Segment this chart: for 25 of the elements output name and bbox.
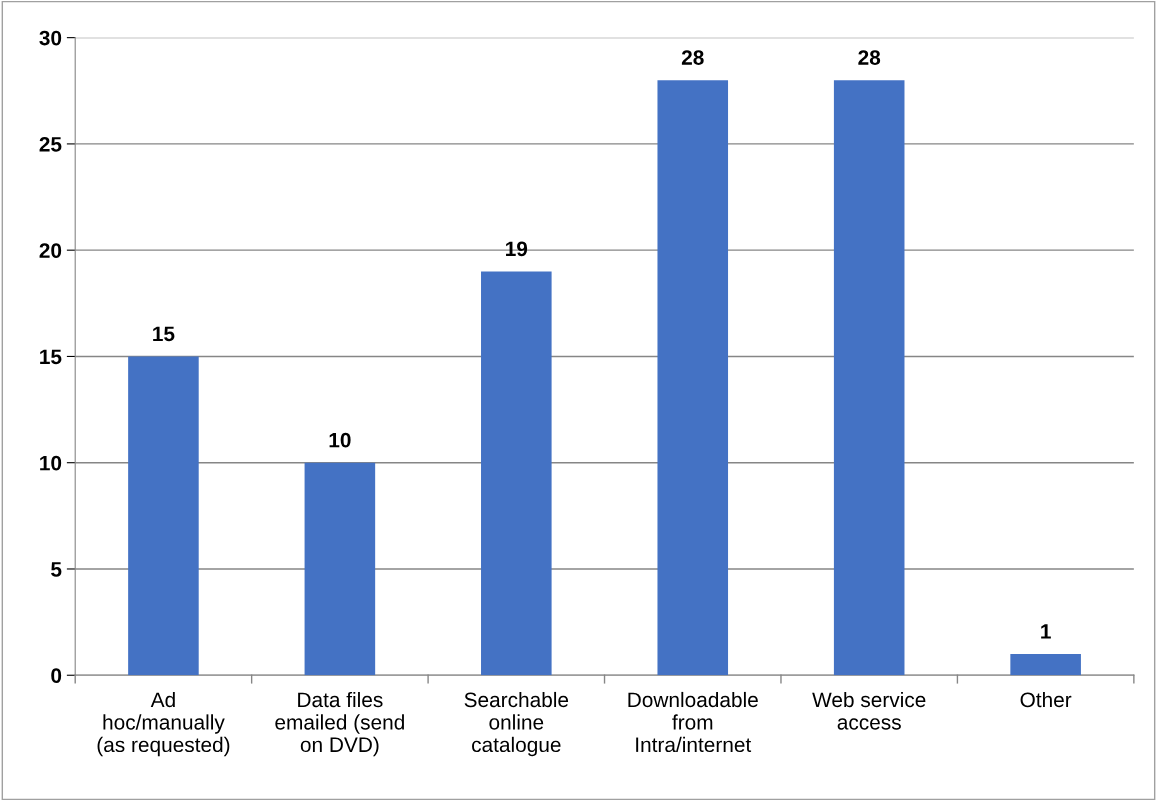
y-tick-label: 25 — [39, 136, 62, 152]
bar — [1010, 653, 1081, 676]
bar — [481, 271, 552, 676]
x-tick-label: Downloadable from Intra/internet — [628, 691, 758, 753]
data-label: 28 — [681, 50, 704, 65]
x-tick-label: Searchable online catalogue — [464, 691, 569, 757]
bar — [657, 80, 729, 676]
x-tick-label: Data files emailed (send on DVD) — [275, 691, 404, 757]
y-tick-label: 5 — [51, 562, 62, 577]
y-tick-label: 15 — [40, 349, 62, 365]
x-tick-label: Other — [1020, 691, 1072, 708]
bar — [304, 462, 376, 676]
data-label: 28 — [858, 50, 881, 65]
data-label: 15 — [153, 326, 175, 342]
bar — [128, 356, 199, 676]
x-tick-label: Web service access — [812, 691, 926, 730]
data-label: 19 — [506, 241, 528, 257]
y-tick-label: 0 — [51, 668, 62, 683]
data-label: 10 — [329, 432, 351, 448]
y-tick-label: 30 — [39, 30, 62, 46]
data-label: 1 — [1041, 624, 1051, 639]
y-tick-label: 20 — [39, 243, 62, 258]
y-tick-label: 10 — [40, 455, 62, 471]
bar — [833, 80, 905, 676]
x-tick-label: Ad hoc/manually (as requested) — [97, 691, 230, 757]
